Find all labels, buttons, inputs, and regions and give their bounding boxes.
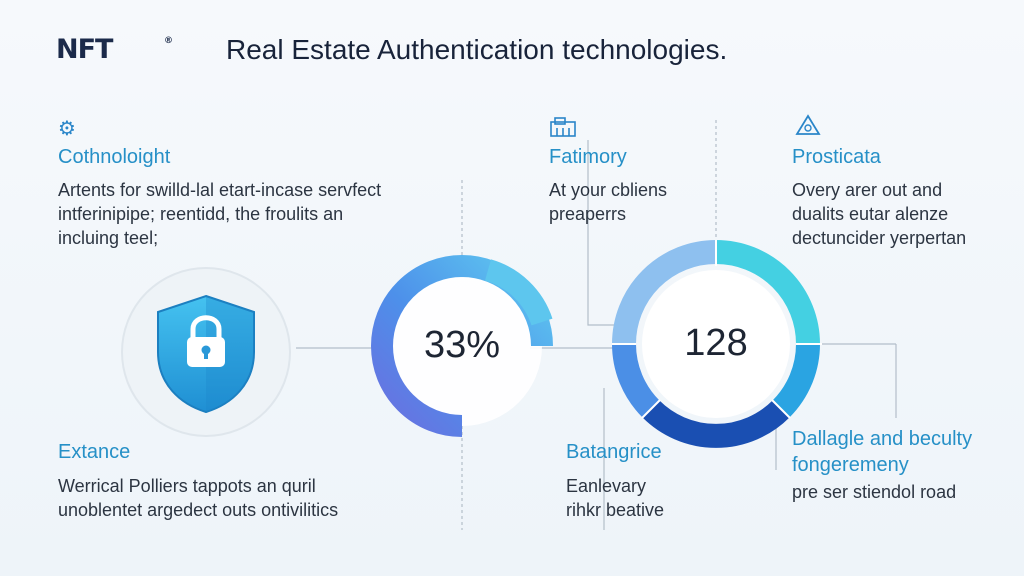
section-body-top-right: Overy arer out and dualits eutar alenze … (792, 180, 967, 248)
section-body-top-left: Artents for swilld-lal etart-incase serv… (58, 180, 382, 248)
section-body-bottom-left: Werrical Polliers tappots an quril unobl… (58, 476, 339, 520)
section-body-bottom-right: pre ser stiendol road (792, 482, 957, 502)
section-title-top-left: Cothnoloight (58, 146, 171, 168)
section-title-bottom-left: Extance (58, 441, 131, 463)
page-title: Real Estate Authentication technologies. (226, 34, 728, 65)
gauge-left-value: 33% (423, 324, 501, 366)
section-body-bottom-middle: Eanlevary rihkr beative (566, 476, 665, 520)
gauge-right-value: 128 (684, 322, 748, 364)
section-title-top-middle: Fatimory (549, 146, 627, 168)
gauge-left (371, 255, 553, 437)
gear-icon: ⚙ (58, 118, 76, 140)
building-icon (549, 116, 579, 144)
nft-logo: NFT ® (56, 34, 173, 65)
warning-icon (795, 114, 821, 142)
section-title-bottom-right: Dallagle and beculty fongeremeny (792, 428, 973, 476)
gauge-right (612, 240, 822, 448)
connector-lines (296, 120, 897, 530)
section-title-bottom-middle: Batangrice (566, 441, 662, 463)
section-body-top-middle: At your cbliens preaperrs (549, 180, 668, 224)
section-title-top-right: Prosticata (792, 146, 881, 168)
shield-badge (121, 267, 291, 437)
